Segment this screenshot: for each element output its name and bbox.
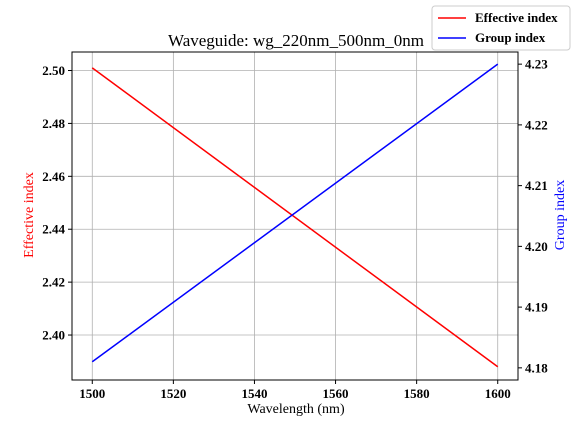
right-tick-label: 4.20: [525, 239, 548, 254]
left-tick-label: 2.48: [42, 116, 65, 131]
x-axis-title: Wavelength (nm): [247, 402, 345, 417]
x-tick-label: 1580: [404, 386, 430, 401]
x-tick-label: 1560: [323, 386, 349, 401]
x-tick-label: 1540: [241, 386, 267, 401]
right-tick-label: 4.21: [525, 178, 548, 193]
left-tick-label: 2.44: [42, 222, 65, 237]
x-tick-label: 1500: [79, 386, 105, 401]
right-axis-title: Group index: [553, 180, 568, 250]
x-tick-label: 1520: [160, 386, 186, 401]
right-tick-label: 4.22: [525, 117, 548, 132]
left-tick-label: 2.46: [42, 169, 65, 184]
legend-label-effective-index: Effective index: [475, 10, 558, 25]
legend-label-group-index: Group index: [475, 30, 546, 45]
series-line-group-index: [91, 63, 499, 363]
chart-title: Waveguide: wg_220nm_500nm_0nm: [168, 31, 424, 50]
x-axis-ticks: 1500 1520 1540 1560 1580 1600: [79, 380, 511, 401]
x-tick-label: 1600: [485, 386, 511, 401]
series-line-effective-index: [91, 67, 499, 368]
right-tick-label: 4.19: [525, 300, 548, 315]
right-axis-ticks: 4.18 4.19 4.20 4.21 4.22 4.23: [518, 57, 548, 375]
legend-box: [431, 5, 571, 51]
left-tick-label: 2.50: [42, 63, 65, 78]
right-tick-label: 4.23: [525, 57, 548, 72]
right-tick-label: 4.18: [525, 360, 548, 375]
left-tick-label: 2.42: [42, 275, 65, 290]
plot-frame: [71, 51, 519, 381]
left-tick-label: 2.40: [42, 328, 65, 343]
series-lines: [91, 63, 499, 368]
grid: [72, 52, 518, 380]
legend: Effective index Group index: [431, 5, 571, 51]
left-axis-title: Effective index: [22, 172, 37, 258]
left-axis-ticks: 2.40 2.42 2.44 2.46 2.48 2.50: [42, 63, 72, 343]
